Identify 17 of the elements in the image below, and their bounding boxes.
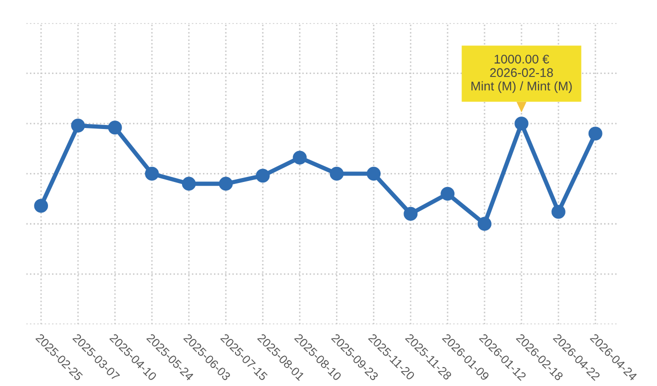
point xyxy=(108,120,122,134)
point xyxy=(440,186,455,201)
point xyxy=(366,166,381,181)
annotation: 1000.00 € 2026-02-18 Mint (M) / Mint (M) xyxy=(471,54,572,93)
point xyxy=(34,198,48,213)
point xyxy=(552,204,566,219)
point xyxy=(404,206,418,221)
point xyxy=(514,116,528,130)
point xyxy=(218,176,233,191)
point xyxy=(71,118,85,132)
point xyxy=(256,168,270,183)
point xyxy=(478,216,492,231)
point xyxy=(588,126,602,140)
point xyxy=(182,176,196,191)
point xyxy=(144,166,159,181)
point xyxy=(330,166,344,181)
point xyxy=(292,150,307,165)
